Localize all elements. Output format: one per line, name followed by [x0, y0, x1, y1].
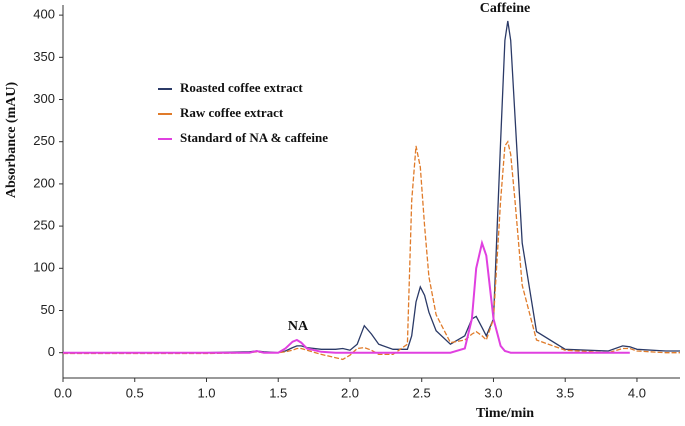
series-line — [63, 140, 680, 361]
x-tick-label: 2.0 — [341, 385, 359, 400]
x-tick-label: 3.5 — [556, 385, 574, 400]
x-tick-label: 1.5 — [269, 385, 287, 400]
y-tick-label: 350 — [33, 49, 55, 64]
y-tick-label: 100 — [33, 260, 55, 275]
y-tick-label: 0 — [48, 344, 55, 359]
y-tick-label: 200 — [33, 175, 55, 190]
x-tick-label: 0.0 — [54, 385, 72, 400]
y-tick-label: 250 — [33, 133, 55, 148]
x-tick-label: 2.5 — [413, 385, 431, 400]
annotation: Caffeine — [480, 1, 531, 16]
y-tick-label: 300 — [33, 91, 55, 106]
x-tick-label: 3.0 — [484, 385, 502, 400]
y-axis-label: Absorbance (mAU) — [4, 82, 19, 199]
series-line — [63, 20, 680, 354]
x-tick-label: 1.0 — [197, 385, 215, 400]
legend-label: Standard of NA & caffeine — [180, 130, 328, 145]
x-tick-label: 4.0 — [628, 385, 646, 400]
x-axis-label: Time/min — [476, 406, 534, 421]
y-tick-label: 50 — [41, 302, 55, 317]
x-tick-label: 0.5 — [126, 385, 144, 400]
y-tick-label: 250 — [33, 218, 55, 233]
legend-label: Raw coffee extract — [180, 105, 284, 120]
series-line — [63, 239, 630, 354]
annotation: NA — [288, 319, 309, 334]
legend-label: Roasted coffee extract — [180, 80, 303, 95]
y-tick-label: 400 — [33, 7, 55, 22]
